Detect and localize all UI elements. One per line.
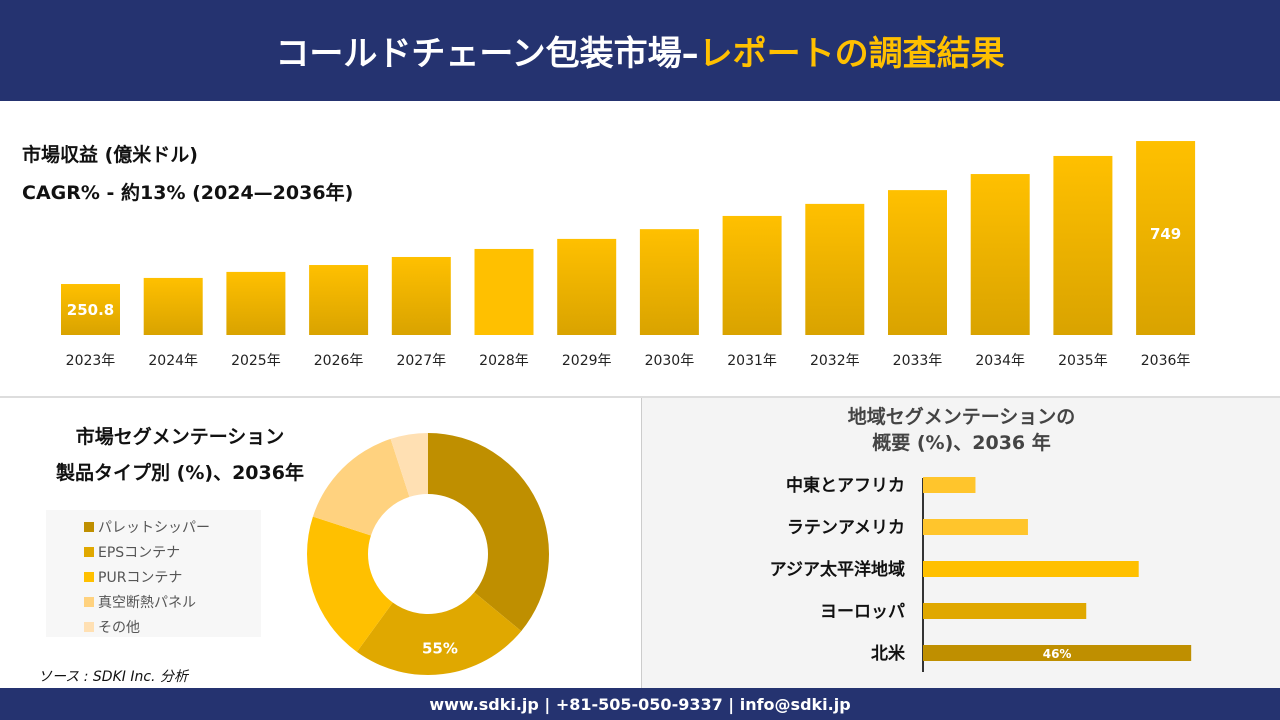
year-tick-label: 2029年 [562,353,612,369]
revenue-bar [309,265,369,335]
region-bar [923,519,1028,535]
title-banner: コールドチェーン包装市場– レポートの調査結果 [0,0,1280,101]
region-segment-panel: 地域セグメンテーションの 概要 (%)、2036 年 中東とアフリカ ラテンアメリ… [641,398,1280,688]
year-tick-label: 2023年 [66,353,116,369]
segment-title-2: 製品タイプ別 (%)、2036年 [56,462,304,484]
legend-item: EPSコンテナ [84,539,261,564]
year-tick-label: 2035年 [1058,353,1108,369]
year-tick-label: 2028年 [479,353,529,369]
legend-item: その他 [84,614,261,639]
donut-slice [312,438,410,536]
region-label: アジア太平洋地域 [770,559,905,580]
legend-item: PURコンテナ [84,564,261,589]
donut-slice [390,433,428,497]
donut-slice [428,433,549,632]
region-label: ヨーロッパ [820,602,905,622]
region-bar [923,603,1087,619]
revenue-bar [805,203,865,335]
revenue-bar [639,229,699,335]
region-data-label: 46% [1043,647,1072,661]
legend-swatch [84,521,94,532]
donut-slice [307,516,393,652]
revenue-bar [1053,155,1113,335]
footer-contact: www.sdki.jp | +81-505-050-9337 | info@sd… [0,688,1280,720]
year-tick-label: 2032年 [810,353,860,369]
revenue-bar [143,277,203,335]
region-bar [923,645,1192,661]
donut-legend: パレットシッパー EPSコンテナ PURコンテナ 真空断熱パネル その他 [46,510,261,637]
title-main: コールドチェーン包装市場– [275,34,699,74]
year-tick-label: 2033年 [893,353,943,369]
year-tick-label: 2034年 [975,353,1025,369]
revenue-bar [722,215,782,335]
product-segment-panel: 市場セグメンテーション 製品タイプ別 (%)、2036年 パレットシッパー EPS… [0,398,640,688]
region-title-2: 概要 (%)、2036 年 [872,432,1051,454]
legend-label: EPSコンテナ [98,544,181,561]
legend-label: 真空断熱パネル [98,594,196,611]
revenue-bar [474,248,534,335]
donut-chart: 55% [307,433,549,675]
source-note: ソース : SDKI Inc. 分析 [38,669,188,685]
year-tick-label: 2024年 [148,353,198,369]
legend-swatch [84,621,94,632]
year-tick-label: 2027年 [396,353,446,369]
legend-label: PURコンテナ [98,569,183,586]
region-title-1: 地域セグメンテーションの [847,406,1076,428]
slice-data-label: 55% [422,639,458,657]
revenue-bar [61,284,120,335]
region-bar [923,561,1139,577]
segment-title-1: 市場セグメンテーション [75,426,285,448]
donut-slice [356,592,522,675]
region-label: ラテンアメリカ [787,518,905,538]
year-tick-label: 2036年 [1141,353,1191,369]
region-bar [923,477,976,493]
legend-item: 真空断熱パネル [84,589,261,614]
cagr-label: CAGR% - 約13% (2024—2036年) [22,182,354,204]
revenue-bar [391,256,451,335]
year-tick-label: 2025年 [231,353,281,369]
legend-item: パレットシッパー [84,514,261,539]
year-tick-label: 2031年 [727,353,777,369]
divider [0,396,1280,398]
title-accent: レポートの調査結果 [698,34,1005,74]
legend-swatch [84,571,94,582]
revenue-bar [1136,141,1196,335]
legend-swatch [84,596,94,607]
region-label: 北米 [871,643,906,664]
revenue-bar [226,271,286,335]
legend-swatch [84,546,94,557]
revenue-bar [888,190,947,335]
year-tick-label: 2030年 [645,353,695,369]
revenue-bar-chart: 2023年 250.8 2024年 2025年 2026年 2027年 2028年 2029年… [60,141,1210,391]
bar-data-label: 250.8 [67,301,114,319]
legend-label: パレットシッパー [98,519,210,536]
year-tick-label: 2026年 [314,353,364,369]
legend-label: その他 [98,619,140,636]
bar-data-label: 749 [1150,225,1181,243]
region-label: 中東とアフリカ [786,475,905,496]
revenue-label: 市場収益 (億米ドル) [22,144,198,166]
revenue-bar [557,238,617,335]
revenue-bar [970,174,1030,335]
